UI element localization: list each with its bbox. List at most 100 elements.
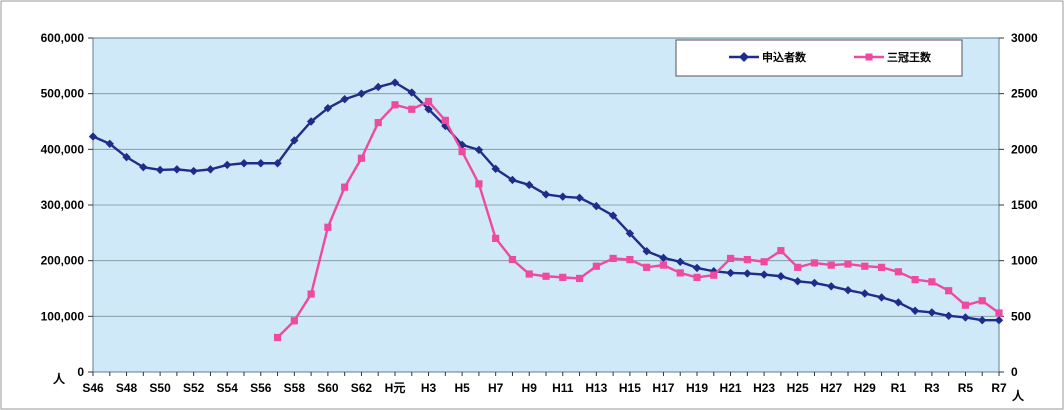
- data-point: [408, 105, 416, 113]
- x-axis-tick-label: S54: [217, 381, 239, 395]
- series-triple-crown: [273, 97, 1003, 342]
- data-point: [810, 278, 819, 288]
- data-point: [474, 145, 484, 155]
- x-axis-tick-label: H23: [753, 381, 775, 395]
- data-point: [390, 78, 400, 87]
- data-point: [122, 152, 131, 162]
- data-point: [659, 253, 668, 263]
- data-point: [944, 311, 953, 320]
- data-point: [155, 165, 165, 175]
- right-axis-tick-label: 1500: [1011, 198, 1038, 212]
- data-point: [189, 166, 198, 176]
- legend-item-triple-crown: 三冠王数: [854, 50, 932, 64]
- x-axis-tick-label: R1: [891, 381, 907, 395]
- data-point: [273, 159, 282, 168]
- data-point: [407, 88, 416, 97]
- data-point: [642, 247, 651, 256]
- data-point: [894, 298, 903, 307]
- right-axis-tick-label: 2000: [1011, 142, 1038, 156]
- data-point: [860, 289, 869, 298]
- data-point: [726, 254, 735, 263]
- data-point: [592, 262, 600, 270]
- x-axis-tick-label: S50: [149, 381, 171, 395]
- data-point: [239, 159, 249, 168]
- data-point: [558, 192, 567, 201]
- data-point: [357, 154, 366, 162]
- data-point: [508, 175, 517, 185]
- data-point: [945, 287, 953, 295]
- x-axis-tick-label: H5: [454, 381, 470, 395]
- left-axis-tick-label: 300,000: [41, 198, 85, 212]
- x-axis-tick-label: S60: [317, 381, 339, 395]
- data-point: [910, 306, 920, 315]
- data-point: [608, 211, 618, 220]
- right-axis-tick-label: 3000: [1011, 31, 1038, 45]
- data-point: [424, 97, 433, 106]
- left-axis-tick-label: 600,000: [41, 31, 85, 45]
- data-point: [994, 316, 1004, 325]
- data-point: [441, 116, 449, 124]
- x-axis-tick-label: S48: [116, 381, 138, 395]
- data-point: [827, 282, 836, 291]
- data-point: [273, 333, 282, 342]
- data-point: [357, 89, 366, 98]
- x-axis-tick-label: H元: [385, 381, 406, 395]
- data-point: [928, 278, 936, 286]
- x-axis-tick-label: H3: [421, 381, 437, 395]
- x-axis-tick-label: H13: [585, 381, 607, 395]
- x-axis-tick-label: H17: [652, 381, 674, 395]
- data-point: [542, 272, 550, 280]
- x-axis-tick-label: S56: [250, 381, 272, 395]
- data-point: [726, 268, 735, 278]
- data-point: [391, 101, 399, 109]
- data-point: [105, 139, 114, 148]
- data-point: [777, 247, 785, 255]
- data-point: [609, 254, 617, 263]
- x-axis-tick-label: H27: [820, 381, 842, 395]
- right-axis-tick-label: 2500: [1011, 87, 1038, 101]
- data-point: [424, 105, 433, 114]
- data-point: [341, 183, 349, 191]
- data-point: [827, 261, 835, 269]
- data-point: [676, 269, 684, 277]
- x-axis: S46 S48 S50 S52 S54 S56 S58 S60 S62 H元 H3 H5 H7 H9 H11…: [82, 372, 1007, 395]
- data-point: [995, 309, 1003, 317]
- left-axis-tick-label: 500,000: [41, 87, 85, 101]
- data-point: [541, 190, 551, 199]
- data-point: [575, 193, 584, 202]
- data-point: [978, 316, 987, 325]
- left-axis-tick-label: 100,000: [41, 309, 85, 323]
- data-point: [961, 313, 970, 322]
- legend-marker-applicants: [739, 52, 749, 62]
- data-point: [592, 201, 601, 211]
- x-axis-tick-label: H9: [522, 381, 538, 395]
- data-point: [290, 317, 298, 325]
- legend: 申込者数 三冠王数: [675, 39, 963, 77]
- data-point: [475, 180, 483, 188]
- left-axis-tick-label: 200,000: [41, 254, 85, 268]
- data-point: [759, 270, 769, 279]
- data-point: [508, 255, 517, 264]
- left-y-axis: 0 100,000 200,000 300,000 400,000 500,000 600,…: [41, 31, 93, 379]
- x-axis-tick-label: H29: [854, 381, 876, 395]
- data-point: [844, 260, 852, 268]
- data-point: [776, 272, 786, 281]
- left-axis-unit: 人: [53, 371, 66, 386]
- data-point: [692, 263, 702, 273]
- data-point: [458, 147, 466, 156]
- data-point: [290, 136, 299, 145]
- data-point: [743, 269, 752, 278]
- data-point: [861, 262, 869, 270]
- x-axis-tick-label: S62: [351, 381, 373, 395]
- data-point: [961, 301, 970, 309]
- data-point: [676, 257, 685, 266]
- data-point: [340, 95, 349, 104]
- data-point: [877, 263, 886, 271]
- x-axis-tick-label: H7: [488, 381, 504, 395]
- data-point: [693, 273, 701, 281]
- data-point: [525, 180, 534, 190]
- right-axis-unit: 人: [1012, 388, 1025, 403]
- x-axis-tick-label: S46: [82, 381, 104, 395]
- left-axis-tick-label: 400,000: [41, 142, 85, 156]
